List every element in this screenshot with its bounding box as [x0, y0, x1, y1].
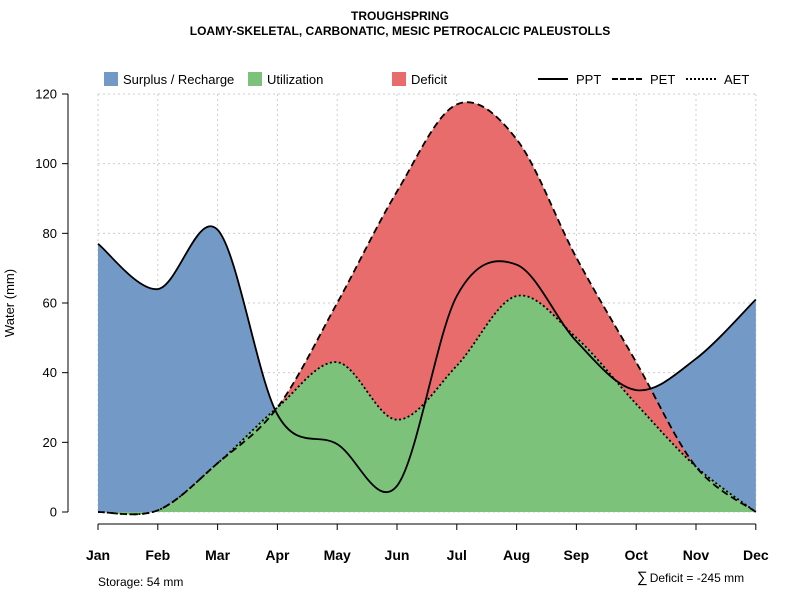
y-tick-label: 120: [35, 87, 57, 102]
legend-surplus: Surplus / Recharge: [104, 71, 234, 87]
y-tick-label: 80: [43, 226, 57, 241]
deficit-text: Deficit = -245 mm: [649, 571, 745, 585]
y-tick-label: 20: [43, 435, 57, 450]
areas-layer: [98, 102, 756, 515]
y-tick-label: 40: [43, 365, 57, 380]
legend-pet: PET: [612, 71, 675, 87]
x-tick-label: Sep: [564, 547, 590, 563]
deficit-note: ∑ Deficit = -245 mm: [637, 569, 744, 586]
y-tick-label: 100: [35, 156, 57, 171]
legend-deficit-label: Deficit: [411, 71, 448, 87]
x-tick-label: May: [324, 547, 351, 563]
x-tick-label: Mar: [205, 547, 230, 563]
x-tick-label: Jul: [447, 547, 467, 563]
x-tick-label: Apr: [265, 547, 290, 563]
x-tick-label: Nov: [683, 547, 710, 563]
storage-note: Storage: 54 mm: [98, 575, 184, 589]
legend-surplus-label: Surplus / Recharge: [123, 71, 235, 87]
legend-deficit-swatch: [392, 72, 406, 86]
legend-utilization-label: Utilization: [267, 71, 324, 87]
legend-ppt: PPT: [538, 71, 601, 87]
chart-title: TROUGHSPRING: [350, 9, 449, 23]
legend-utilization-swatch: [248, 72, 262, 86]
y-axis-label: Water (mm): [2, 269, 17, 337]
legend-pet-label: PET: [650, 71, 676, 87]
aet-line: [97, 294, 757, 516]
legend-surplus-swatch: [104, 72, 118, 86]
x-tick-label: Jun: [385, 547, 410, 563]
legend-aet: AET: [686, 71, 749, 87]
legend-deficit: Deficit: [392, 71, 447, 87]
axes-layer: 0 20 40 60 80 100 120 Jan Feb Mar Apr May Jun Jul Aug S…: [2, 87, 769, 564]
x-tick-label: Oct: [625, 547, 649, 563]
ppt-line: [97, 225, 757, 494]
legend-utilization: Utilization: [248, 71, 323, 87]
x-tick-label: Jan: [86, 547, 110, 563]
x-tick-label: Feb: [145, 547, 170, 563]
x-tick-label: Aug: [503, 547, 530, 563]
legend-ppt-line: [538, 78, 568, 80]
pet-line: [97, 101, 757, 516]
y-tick-label: 0: [50, 505, 57, 520]
utilization-area: [98, 295, 756, 515]
legend-aet-line: [686, 78, 716, 80]
chart-subtitle: LOAMY-SKELETAL, CARBONATIC, MESIC PETROC…: [189, 24, 611, 38]
legend-ppt-label: PPT: [576, 71, 602, 87]
legend-pet-line: [612, 78, 642, 80]
sigma-symbol: ∑: [637, 569, 648, 586]
y-tick-label: 60: [43, 296, 57, 311]
x-tick-label: Dec: [743, 547, 769, 563]
legend-aet-label: AET: [724, 71, 750, 87]
lines-layer: [97, 101, 757, 516]
